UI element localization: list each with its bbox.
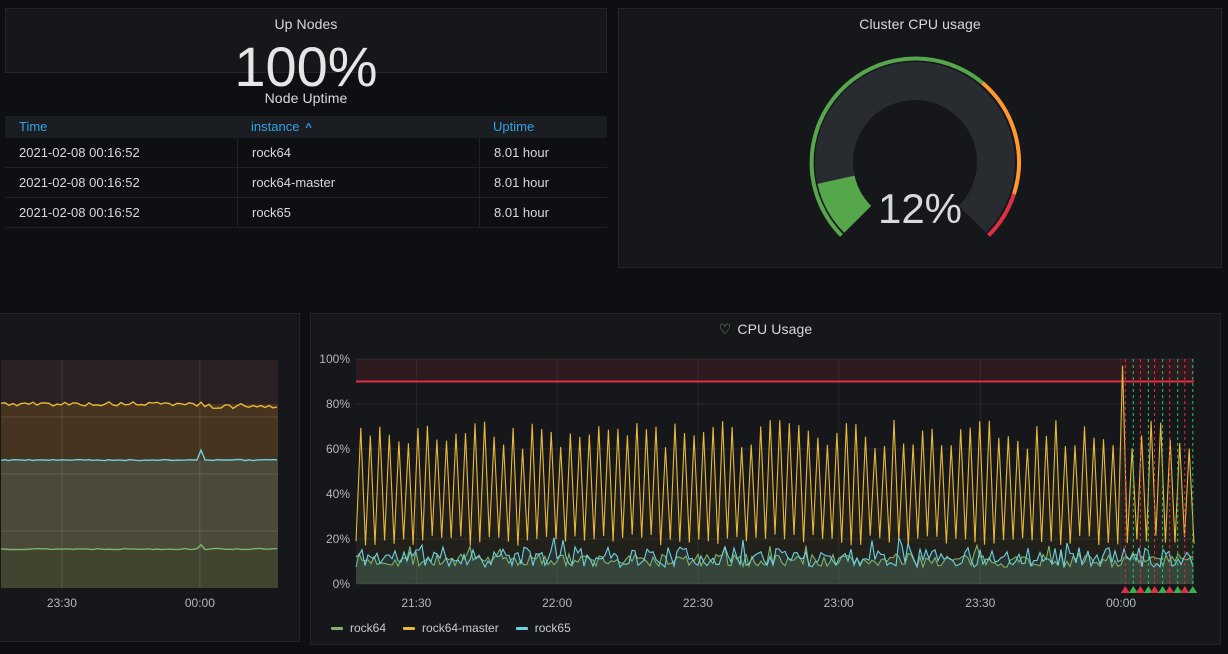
series-color-dash-icon (515, 626, 528, 630)
cpu-usage-chart[interactable]: 0% 20% 40% 60% 80% 100% 21:30 22:00 22:30 23:00 23… (311, 314, 1222, 646)
column-header-instance[interactable]: instance ^ (251, 119, 312, 134)
svg-text:22:00: 22:00 (542, 596, 572, 610)
left-graph-panel: 23:30 00:00 (0, 313, 300, 642)
up-nodes-stat-value: 100% (234, 35, 378, 98)
cpu-gauge (809, 56, 1021, 237)
svg-text:23:30: 23:30 (965, 596, 995, 610)
cell-instance: rock64 (237, 138, 479, 167)
legend-item-rock65[interactable]: rock65 (515, 621, 571, 635)
node-uptime-table: Time instance ^ Uptime 2021-02-08 00:16:5… (5, 116, 607, 228)
cpu-usage-panel: ♡ CPU Usage 0% 20% 40% 60% 80% 100% 21:30 22:00… (310, 313, 1221, 645)
svg-text:23:00: 23:00 (824, 596, 854, 610)
alert-ok-heart-icon: ♡ (718, 321, 732, 337)
svg-text:100%: 100% (319, 352, 350, 366)
cell-instance: rock65 (237, 198, 479, 227)
cluster-cpu-gauge-panel: Cluster CPU usage 12% (618, 8, 1222, 268)
table-header-row: Time instance ^ Uptime (5, 116, 607, 138)
series-color-dash-icon (331, 626, 343, 630)
legend-item-rock64[interactable]: rock64 (331, 621, 386, 635)
svg-text:23:30: 23:30 (47, 596, 77, 610)
svg-text:60%: 60% (326, 442, 350, 456)
cpu-usage-title-text: CPU Usage (737, 321, 813, 337)
cell-instance: rock64-master (237, 168, 479, 197)
svg-text:22:30: 22:30 (683, 596, 713, 610)
sort-ascending-icon: ^ (305, 122, 312, 134)
table-row[interactable]: 2021-02-08 00:16:52 rock64-master 8.01 h… (5, 168, 607, 198)
node-overview-chart[interactable]: 23:30 00:00 (0, 314, 301, 643)
series-color-dash-icon (403, 626, 416, 630)
cell-time: 2021-02-08 00:16:52 (19, 145, 140, 160)
gauge-value: 12% (877, 185, 963, 232)
cell-uptime: 8.01 hour (479, 198, 607, 227)
cell-uptime: 8.01 hour (479, 138, 607, 167)
column-header-uptime[interactable]: Uptime (493, 119, 535, 134)
node-uptime-panel: Node Uptime Time instance ^ Uptime 2021-0… (5, 80, 607, 240)
column-header-time[interactable]: Time (19, 119, 48, 134)
legend-item-rock64-master[interactable]: rock64-master (403, 621, 499, 635)
svg-text:00:00: 00:00 (185, 596, 215, 610)
up-nodes-panel: Up Nodes 100% (5, 8, 607, 97)
svg-text:20%: 20% (326, 532, 350, 546)
svg-text:0%: 0% (333, 577, 351, 591)
svg-text:80%: 80% (326, 397, 350, 411)
cell-uptime: 8.01 hour (479, 168, 607, 197)
cpu-usage-panel-title[interactable]: ♡ CPU Usage (311, 321, 1220, 337)
node-uptime-panel-title[interactable]: Node Uptime (264, 90, 348, 106)
svg-text:21:30: 21:30 (401, 596, 431, 610)
up-nodes-panel-title[interactable]: Up Nodes (274, 16, 338, 32)
table-row[interactable]: 2021-02-08 00:16:52 rock65 8.01 hour (5, 198, 607, 228)
cluster-cpu-panel-title[interactable]: Cluster CPU usage (859, 16, 981, 32)
cell-time: 2021-02-08 00:16:52 (19, 175, 140, 190)
chart-legend: rock64 rock64-master rock65 (331, 621, 571, 635)
table-row[interactable]: 2021-02-08 00:16:52 rock64 8.01 hour (5, 138, 607, 168)
cell-time: 2021-02-08 00:16:52 (19, 205, 140, 220)
svg-text:40%: 40% (326, 487, 350, 501)
svg-text:00:00: 00:00 (1106, 596, 1136, 610)
